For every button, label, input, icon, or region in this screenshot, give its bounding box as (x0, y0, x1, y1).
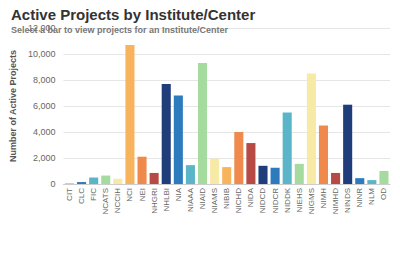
svg-text:NIBIB: NIBIB (222, 188, 231, 209)
svg-text:NIDCR: NIDCR (271, 188, 280, 214)
svg-text:NCI: NCI (125, 188, 134, 202)
svg-text:NEI: NEI (138, 188, 147, 201)
svg-text:NHGRI: NHGRI (150, 188, 159, 214)
svg-text:NCATS: NCATS (101, 188, 110, 215)
svg-text:NIEHS: NIEHS (295, 188, 304, 212)
svg-text:NHLBI: NHLBI (162, 188, 171, 212)
svg-text:4,000: 4,000 (33, 127, 56, 137)
svg-text:CLC: CLC (77, 188, 86, 204)
svg-text:NIAID: NIAID (198, 188, 207, 210)
svg-text:NIGMS: NIGMS (307, 188, 316, 214)
svg-text:6,000: 6,000 (33, 101, 56, 111)
svg-text:Number of Active Projects: Number of Active Projects (8, 50, 18, 162)
svg-text:Active Projects by Institute/C: Active Projects by Institute/Center (11, 6, 255, 23)
svg-text:Select a bar to view projects: Select a bar to view projects for an Ins… (11, 25, 229, 35)
svg-text:FIC: FIC (89, 188, 98, 201)
svg-text:NIDA: NIDA (246, 187, 255, 207)
svg-text:NIDCD: NIDCD (258, 188, 267, 214)
svg-text:NIAAA: NIAAA (186, 187, 195, 212)
svg-text:OD: OD (379, 188, 388, 200)
svg-text:NINDS: NINDS (343, 188, 352, 213)
svg-text:NIMH: NIMH (319, 188, 328, 209)
svg-text:NCCIH: NCCIH (113, 188, 122, 214)
svg-text:NINR: NINR (355, 188, 364, 208)
svg-text:NIDDK: NIDDK (283, 187, 292, 213)
svg-text:CIT: CIT (65, 188, 74, 201)
svg-text:NIA: NIA (174, 187, 183, 201)
svg-text:2,000: 2,000 (33, 153, 56, 163)
svg-text:NICHD: NICHD (234, 188, 243, 214)
svg-text:0: 0 (50, 179, 55, 189)
svg-text:NIMHD: NIMHD (331, 188, 340, 214)
svg-text:NIAMS: NIAMS (210, 188, 219, 213)
svg-text:10,000: 10,000 (28, 49, 56, 59)
svg-text:NLM: NLM (367, 188, 376, 205)
svg-text:8,000: 8,000 (33, 75, 56, 85)
